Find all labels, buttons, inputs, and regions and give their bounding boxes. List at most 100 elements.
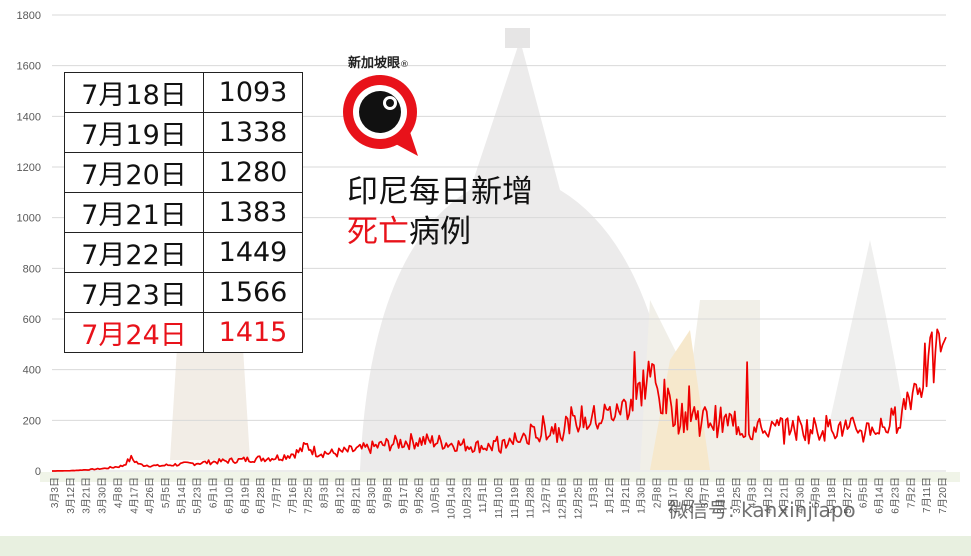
y-tick-label: 1400 [17, 111, 41, 123]
x-tick-label: 5月9日 [810, 477, 822, 508]
x-tick-label: 6月23日 [889, 477, 901, 514]
chart-x-axis: 3月3日 3月12日 3月21日 3月30日 4月8日 4月17日 4月26日 5月5日 5月1… [49, 477, 949, 519]
title-cases-word: 病例 [409, 214, 471, 250]
x-tick-label: 1月30日 [636, 477, 648, 514]
x-tick-label: 3月3日 [49, 477, 61, 508]
deaths-line [52, 328, 947, 472]
table-date-cell: 7月23日 [64, 272, 204, 313]
x-tick-label: 6月10日 [223, 477, 235, 514]
y-tick-label: 1000 [17, 213, 41, 225]
table-value-cell: 1338 [203, 112, 303, 153]
x-tick-label: 4月17日 [128, 477, 140, 514]
x-tick-label: 3月16日 [715, 477, 727, 514]
chart-series [52, 328, 947, 472]
table-date-cell: 7月22日 [64, 232, 204, 273]
x-tick-label: 8月12日 [334, 477, 346, 514]
x-tick-label: 10月5日 [430, 477, 442, 514]
x-tick-label: 3月30日 [97, 477, 109, 514]
table-row: 7月20日 1280 [64, 152, 303, 193]
x-tick-label: 8月21日 [350, 477, 362, 514]
y-tick-label: 200 [23, 415, 41, 427]
golden-roof-shape [650, 330, 710, 470]
x-tick-label: 6月5日 [858, 477, 870, 508]
wechat-watermark: 微信号: kanxinjiapo [668, 498, 856, 522]
y-tick-label: 1600 [17, 61, 41, 73]
x-tick-label: 5月18日 [826, 477, 838, 514]
y-tick-label: 600 [23, 314, 41, 326]
x-tick-label: 7月2日 [905, 477, 917, 508]
table-value-cell: 1383 [203, 192, 303, 233]
table-date-cell: 7月20日 [64, 152, 204, 193]
x-tick-label: 11月1日 [477, 477, 489, 513]
y-tick-label: 1200 [17, 162, 41, 174]
table-value-cell: 1415 [203, 312, 303, 353]
chart-y-axis: 0 200 400 600 800 1000 1200 1400 1600 1800 [17, 10, 41, 478]
x-tick-label: 9月8日 [382, 477, 394, 508]
title-deaths-word: 死亡 [347, 214, 409, 250]
x-tick-label: 6月1日 [208, 477, 220, 508]
table-value-cell: 1566 [203, 272, 303, 313]
x-tick-label: 7月7日 [271, 477, 283, 508]
x-tick-label: 1月12日 [604, 477, 616, 514]
ground-strip [40, 472, 960, 482]
x-tick-label: 6月28日 [255, 477, 267, 514]
x-tick-label: 6月14日 [874, 477, 886, 514]
x-tick-label: 12月16日 [556, 477, 568, 519]
table-row: 7月24日 1415 [64, 312, 303, 353]
table-row: 7月19日 1338 [64, 112, 303, 153]
x-tick-label: 2月17日 [667, 477, 679, 514]
table-row: 7月22日 1449 [64, 232, 303, 273]
x-tick-label: 1月3日 [588, 477, 600, 508]
x-tick-label: 7月16日 [287, 477, 299, 514]
table-date-cell: 7月21日 [64, 192, 204, 233]
title-line-2: 死亡病例 [347, 212, 533, 252]
x-tick-label: 8月3日 [319, 477, 331, 508]
x-tick-label: 7月20日 [937, 477, 949, 514]
x-tick-label: 4月3日 [747, 477, 759, 508]
x-tick-label: 9月26日 [414, 477, 426, 514]
x-tick-label: 4月30日 [794, 477, 806, 514]
sgyan-logo: 新加坡眼® [340, 50, 440, 160]
x-tick-label: 9月17日 [398, 477, 410, 514]
x-tick-label: 12月25日 [572, 477, 584, 519]
table-date-cell: 7月19日 [64, 112, 204, 153]
x-tick-label: 11月28日 [525, 477, 537, 519]
x-tick-label: 7月11日 [921, 477, 933, 513]
x-tick-label: 3月21日 [81, 477, 93, 514]
x-tick-label: 6月19日 [239, 477, 251, 514]
table-value-cell: 1280 [203, 152, 303, 193]
x-tick-label: 1月21日 [620, 477, 632, 514]
table-date-cell: 7月24日 [64, 312, 204, 353]
y-tick-label: 0 [35, 466, 41, 478]
eye-logo-icon [343, 75, 418, 156]
x-tick-label: 2月8日 [652, 477, 664, 508]
x-tick-label: 5月5日 [160, 477, 172, 508]
chart-title: 印尼每日新增 死亡病例 [347, 172, 533, 252]
registered-mark: ® [400, 60, 410, 70]
x-tick-label: 3月12日 [65, 477, 77, 514]
x-tick-label: 5月27日 [842, 477, 854, 514]
table-row: 7月21日 1383 [64, 192, 303, 233]
x-tick-label: 4月8日 [112, 477, 124, 508]
x-tick-label: 3月7日 [699, 477, 711, 508]
x-tick-label: 8月30日 [366, 477, 378, 514]
logo-text: 新加坡眼 [348, 56, 401, 71]
table-value-cell: 1449 [203, 232, 303, 273]
x-tick-label: 4月21日 [778, 477, 790, 514]
table-row: 7月23日 1566 [64, 272, 303, 313]
title-line-1: 印尼每日新增 [347, 174, 533, 210]
x-tick-label: 4月26日 [144, 477, 156, 514]
bottom-strip [0, 536, 971, 556]
temple-spire-shape [505, 28, 530, 48]
table-value-cell: 1093 [203, 72, 303, 113]
x-tick-label: 10月14日 [445, 477, 457, 519]
x-tick-label: 4月12日 [763, 477, 775, 514]
x-tick-label: 10月23日 [461, 477, 473, 519]
y-tick-label: 800 [23, 263, 41, 275]
x-tick-label: 3月25日 [731, 477, 743, 514]
x-tick-label: 5月23日 [192, 477, 204, 514]
table-row: 7月18日 1093 [64, 72, 303, 113]
y-tick-label: 400 [23, 365, 41, 377]
x-tick-label: 2月26日 [683, 477, 695, 514]
recent-deaths-table: 7月18日 1093 7月19日 1338 7月20日 1280 7月21日 1383 7月22… [64, 72, 303, 353]
